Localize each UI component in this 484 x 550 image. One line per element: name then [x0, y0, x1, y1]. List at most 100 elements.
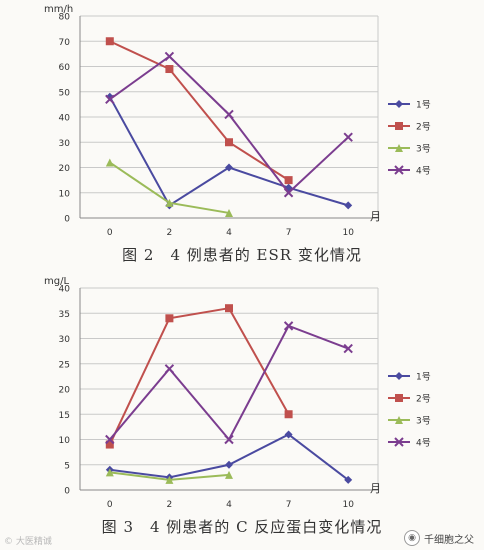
series-2 — [105, 37, 293, 185]
data-point — [225, 163, 233, 172]
data-point — [164, 51, 175, 62]
x-tick-label: 2 — [167, 500, 173, 510]
data-point — [225, 138, 233, 147]
wechat-icon: ◉ — [404, 530, 420, 546]
data-point — [343, 132, 353, 142]
series-3 — [105, 468, 233, 484]
data-point — [344, 201, 353, 210]
legend-entry: 3号 — [388, 416, 431, 427]
data-point — [105, 440, 114, 449]
legend-label: 4号 — [416, 166, 431, 177]
series-line — [109, 55, 349, 195]
watermark-right-text: 千细胞之父 — [424, 534, 474, 546]
data-point — [165, 314, 174, 323]
series-2 — [105, 304, 293, 449]
y-tick-label: 10 — [59, 189, 71, 199]
data-point — [344, 475, 353, 484]
legend-entry: 2号 — [388, 122, 431, 133]
data-point — [283, 188, 294, 198]
x-axis-label: 月 — [370, 210, 381, 223]
legend-label: 3号 — [416, 416, 431, 427]
legend-marker — [395, 372, 403, 380]
y-tick-label: 50 — [59, 88, 71, 98]
legend-label: 4号 — [416, 438, 431, 449]
series-3 — [105, 158, 233, 217]
legend-marker — [394, 165, 404, 175]
y-tick-label: 15 — [59, 411, 70, 421]
x-tick-label: 2 — [167, 228, 173, 238]
series-1 — [105, 92, 353, 210]
y-tick-label: 0 — [64, 215, 70, 225]
data-point — [225, 470, 233, 479]
y-tick-label: 40 — [59, 285, 71, 295]
data-point — [224, 109, 234, 120]
y-axis-label: mm/h — [44, 4, 73, 15]
data-point — [105, 37, 114, 46]
data-point — [224, 434, 234, 445]
legend-entry: 4号 — [388, 165, 431, 177]
y-tick-label: 30 — [59, 139, 71, 149]
y-tick-label: 70 — [59, 38, 71, 48]
x-tick-label: 10 — [342, 228, 354, 238]
data-point — [283, 321, 294, 331]
y-tick-label: 35 — [59, 310, 70, 320]
series-4 — [105, 321, 353, 445]
legend-entry: 1号 — [388, 100, 431, 111]
y-tick-label: 20 — [59, 164, 71, 174]
data-point — [105, 434, 115, 445]
x-tick-label: 4 — [226, 500, 232, 510]
legend-entry: 2号 — [388, 394, 431, 405]
y-axis-label: mg/L — [44, 276, 69, 287]
esr-chart-svg: mm/h 0 10 20 30 40 50 60 70 80 0 2 4 7 10 月 1号 2号 3号 4号 — [44, 4, 431, 238]
crp-chart: mg/L 0 5 10 15 20 25 30 35 40 0 2 4 7 10 月 1号 2号 3号 4号 图 3 … — [0, 272, 484, 550]
data-point — [164, 364, 175, 374]
y-tick-label: 0 — [64, 487, 70, 497]
data-point — [284, 430, 293, 439]
legend-label: 1号 — [416, 100, 431, 111]
data-point — [165, 475, 174, 484]
x-tick-label: 4 — [226, 228, 232, 238]
legend-label: 2号 — [416, 394, 431, 405]
x-tick-label: 10 — [342, 500, 354, 510]
x-tick-label: 7 — [286, 228, 292, 238]
y-tick-label: 40 — [59, 114, 71, 124]
data-point — [225, 460, 233, 469]
data-point — [225, 208, 233, 217]
legend-entry: 3号 — [388, 144, 431, 155]
series-line — [109, 324, 349, 442]
data-point — [165, 198, 174, 207]
y-tick-label: 5 — [64, 461, 70, 471]
data-point — [105, 94, 115, 105]
data-point — [105, 158, 114, 167]
data-point — [343, 343, 353, 354]
x-axis-label: 月 — [370, 482, 381, 495]
data-point — [284, 410, 293, 419]
y-tick-label: 25 — [59, 360, 70, 370]
data-point — [105, 468, 114, 477]
legend-marker — [394, 437, 404, 447]
series-line — [109, 40, 290, 181]
esr-chart: mm/h 0 10 20 30 40 50 60 70 80 0 2 4 7 10 月 1号 2号 3号 4号 图 2… — [0, 0, 484, 272]
y-tick-label: 20 — [59, 386, 71, 396]
legend-label: 2号 — [416, 122, 431, 133]
legend-label: 1号 — [416, 372, 431, 383]
esr-chart-title: 图 2 4 例患者的 ESR 变化情况 — [122, 246, 362, 264]
watermark-right: ◉ 千细胞之父 — [404, 530, 474, 546]
legend-marker — [395, 144, 403, 152]
legend-marker — [395, 100, 403, 108]
x-tick-label: 0 — [107, 500, 113, 510]
y-tick-label: 10 — [59, 436, 71, 446]
data-point — [284, 176, 293, 185]
legend-marker — [395, 416, 403, 424]
series-4 — [105, 51, 353, 198]
data-point — [165, 65, 174, 74]
y-tick-label: 30 — [59, 335, 71, 345]
legend-label: 3号 — [416, 144, 431, 155]
legend-marker — [395, 122, 403, 130]
legend-entry: 1号 — [388, 372, 431, 383]
crp-chart-title: 图 3 4 例患者的 C 反应蛋白变化情况 — [101, 518, 383, 536]
x-tick-label: 7 — [286, 500, 292, 510]
data-point — [225, 304, 233, 313]
x-tick-label: 0 — [107, 228, 113, 238]
